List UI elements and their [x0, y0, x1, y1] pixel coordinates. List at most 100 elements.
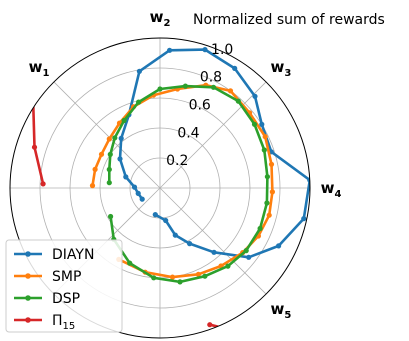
series-1 [117, 47, 310, 260]
data-point [106, 166, 112, 173]
data-point [306, 131, 310, 137]
angular-label-w4: w4 [321, 179, 342, 200]
data-point [202, 47, 208, 53]
data-point [131, 184, 138, 190]
angular-labels: w1 w2 w3 w4 w5 [29, 8, 342, 321]
data-point [163, 217, 169, 224]
data-point [268, 161, 275, 167]
legend-swatch-marker [25, 273, 31, 279]
data-point [127, 260, 133, 266]
legend-label: Π15 [52, 313, 75, 332]
data-point [108, 213, 114, 220]
data-point [167, 47, 173, 53]
data-point [264, 174, 270, 180]
legend-swatch-marker [25, 295, 31, 301]
series-line [91, 83, 274, 279]
data-point [233, 328, 239, 334]
legend-swatch-marker [25, 251, 31, 257]
data-point [252, 93, 258, 99]
data-point [136, 68, 142, 74]
data-point [123, 174, 129, 180]
data-point [288, 280, 294, 286]
r-tick-label: 0.2 [166, 153, 188, 169]
legend-item: Π15 [14, 313, 75, 332]
data-point [259, 121, 265, 127]
legend-label: DIAYN [52, 247, 94, 263]
data-point [106, 180, 112, 186]
data-point [235, 98, 241, 104]
data-point [269, 189, 275, 195]
angular-label-w5: w5 [271, 300, 292, 321]
series-2 [89, 82, 275, 280]
series-3 [106, 83, 270, 285]
legend-item: DSP [14, 291, 80, 307]
legend: DIAYN SMP DSP Π15 [5, 239, 123, 333]
radial-tick-labels: 0.2 0.4 0.6 0.8 1.0 [166, 42, 233, 169]
r-tick-label: 1.0 [211, 42, 233, 58]
data-point [57, 57, 63, 63]
r-tick-label: 0.8 [200, 70, 222, 86]
data-point [207, 322, 213, 328]
data-point [288, 90, 294, 96]
data-point [106, 136, 112, 142]
data-point [31, 144, 38, 150]
data-point [261, 309, 267, 315]
data-point [151, 275, 157, 281]
data-point [101, 30, 106, 35]
data-point [251, 121, 258, 127]
grid-spoke [53, 81, 161, 189]
data-point [92, 166, 98, 172]
data-point [187, 241, 193, 247]
data-point [139, 196, 145, 202]
data-point [211, 249, 217, 255]
data-point [301, 216, 307, 222]
data-point [262, 134, 268, 140]
grid-spoke [159, 187, 267, 295]
data-point [98, 151, 105, 157]
legend-item: DIAYN [14, 247, 94, 263]
data-point [243, 248, 249, 254]
data-point [246, 254, 252, 260]
data-point [316, 202, 321, 207]
data-point [316, 169, 321, 174]
chart-title: Normalized sum of rewards [193, 12, 385, 28]
r-tick-label: 0.4 [177, 125, 199, 141]
data-point [259, 55, 265, 61]
legend-label: DSP [52, 291, 80, 307]
data-point [121, 117, 127, 124]
data-point [276, 243, 282, 249]
polar-frame [9, 37, 311, 339]
data-point [136, 99, 142, 105]
data-point [187, 20, 192, 25]
data-point [152, 212, 158, 218]
data-point [182, 83, 188, 89]
data-point [169, 274, 176, 280]
data-point [225, 263, 231, 269]
data-point [261, 147, 267, 153]
data-point [195, 271, 201, 277]
data-point [117, 156, 123, 162]
data-point [227, 88, 234, 94]
angular-label-w2: w2 [150, 8, 171, 29]
data-point [257, 225, 263, 232]
data-point [40, 181, 46, 187]
r-tick-label: 0.6 [189, 98, 211, 114]
legend-box [5, 239, 123, 333]
data-point [118, 135, 124, 141]
legend-item: SMP [14, 269, 81, 285]
angular-label-w1: w1 [29, 58, 50, 79]
data-point [232, 65, 238, 71]
data-point [210, 84, 217, 90]
legend-swatch-marker [25, 317, 31, 323]
data-point [177, 279, 183, 285]
grid-spoke [159, 81, 267, 189]
data-point [107, 151, 113, 157]
data-point [264, 200, 270, 206]
data-point [172, 232, 178, 238]
angular-label-w3: w3 [271, 58, 292, 79]
data-point [226, 32, 231, 37]
legend-label: SMP [52, 269, 81, 285]
data-point [266, 212, 272, 218]
data-point [157, 86, 163, 92]
